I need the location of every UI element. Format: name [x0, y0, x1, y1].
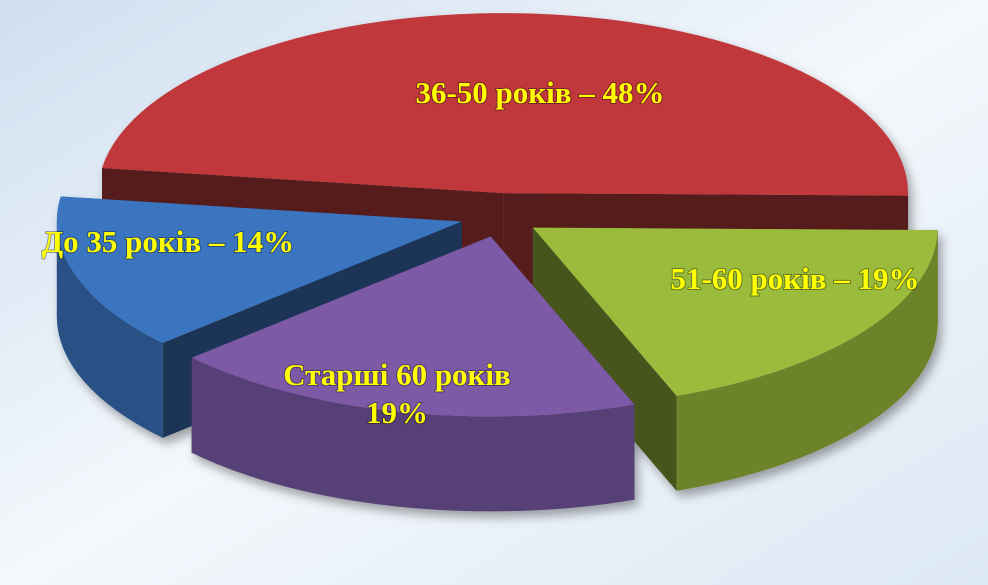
data-label: Старші 60 років: [283, 357, 511, 392]
data-label: 51-60 років – 19%: [670, 261, 919, 296]
data-label: До 35 років – 14%: [42, 224, 294, 259]
slice-side: [532, 227, 677, 491]
slice-wall: [676, 230, 938, 491]
slice: [102, 13, 909, 196]
data-label: 19%: [366, 395, 428, 430]
slice: [56, 196, 462, 343]
labels: 36-50 років – 48% 51-60 років – 19% Старші…: [41, 74, 921, 431]
data-label: 36-50 років – 48%: [415, 75, 664, 110]
pie: [56, 13, 938, 512]
slice: [532, 227, 938, 396]
slice-wall: [56, 221, 163, 438]
slice-wall: [191, 357, 635, 512]
slice: [191, 236, 635, 417]
